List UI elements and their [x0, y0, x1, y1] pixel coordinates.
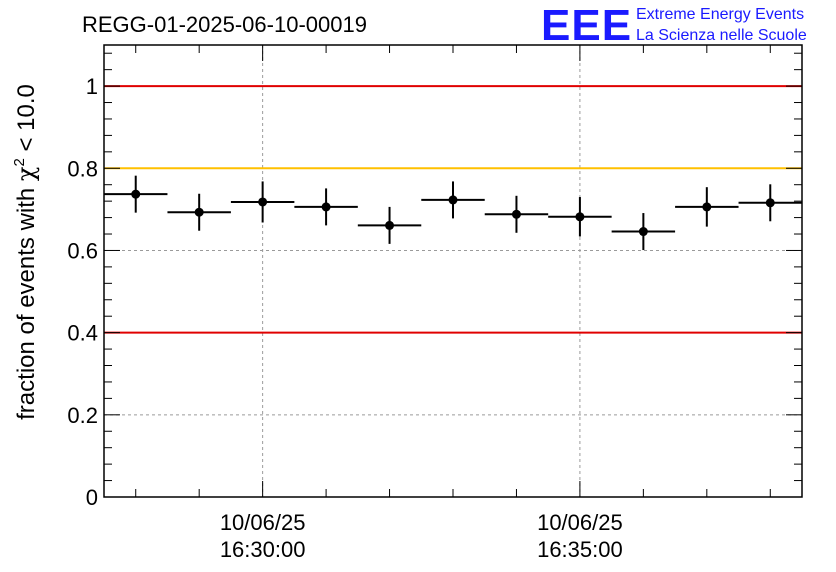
y-axis-label-suffix: < 10.0	[13, 84, 40, 158]
data-point	[131, 189, 141, 199]
eee-logo: EEE Extreme Energy Events La Scienza nel…	[541, 1, 807, 50]
logo-line1: Extreme Energy Events	[636, 6, 804, 23]
data-point	[765, 198, 775, 208]
y-tick-label: 0.8	[67, 156, 98, 181]
y-tick-label: 1	[86, 74, 98, 99]
x-tick-label-time: 16:35:00	[537, 537, 623, 562]
data-point	[448, 195, 458, 205]
data-point	[575, 212, 585, 222]
tick-labels: 00.20.40.60.8110/06/2516:30:0010/06/2516…	[67, 74, 622, 562]
data-point	[194, 207, 204, 217]
x-tick-label-date: 10/06/25	[220, 510, 306, 535]
axes	[103, 44, 803, 498]
data-point	[385, 220, 395, 230]
y-tick-label: 0	[86, 485, 98, 510]
y-tick-label: 0.4	[67, 321, 98, 346]
data-point	[511, 209, 521, 219]
data-point	[321, 202, 331, 212]
y-axis-label-sup: 2	[11, 158, 28, 166]
y-axis-label-prefix: fraction of events with	[13, 181, 40, 420]
data-point	[638, 227, 648, 237]
grid	[104, 45, 802, 497]
x-tick-label-time: 16:30:00	[220, 537, 306, 562]
logo-line2: La Scienza nelle Scuole	[636, 27, 807, 44]
y-tick-label: 0.6	[67, 238, 98, 263]
chart-title: REGG-01-2025-06-10-00019	[82, 12, 367, 37]
data-points	[104, 175, 802, 251]
data-point	[258, 197, 268, 207]
x-tick-label-date: 10/06/25	[537, 510, 623, 535]
y-tick-label: 0.2	[67, 403, 98, 428]
y-axis-label-chi: χ	[12, 166, 40, 181]
plot-frame	[103, 44, 803, 498]
logo-mark: EEE	[541, 1, 632, 50]
data-point	[702, 202, 712, 212]
y-axis-label: fraction of events with χ2 < 10.0	[11, 84, 40, 420]
reference-lines	[104, 85, 802, 334]
